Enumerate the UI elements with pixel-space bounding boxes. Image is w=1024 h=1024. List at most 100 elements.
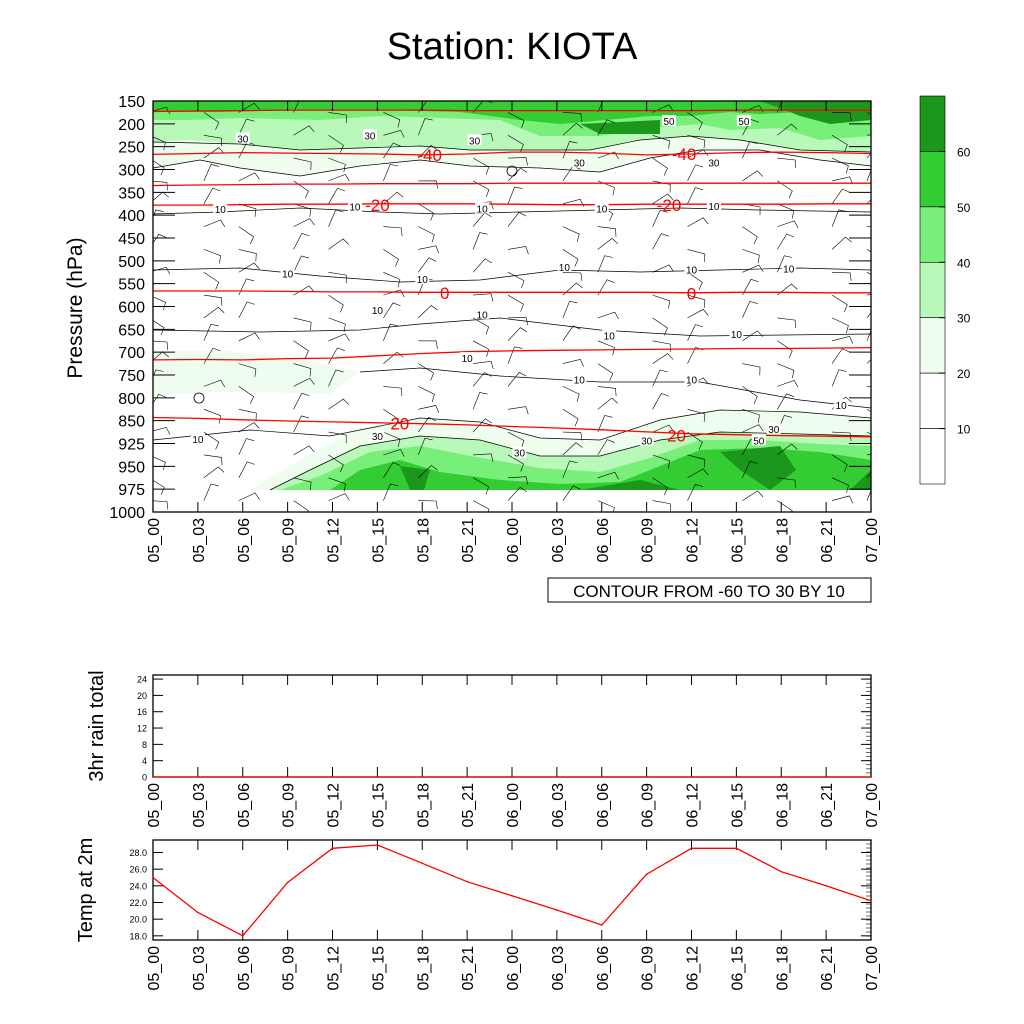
wind-barb: [238, 249, 257, 262]
humidity-contour-label: 10: [192, 435, 204, 446]
pressure-tick-label: 150: [118, 94, 145, 111]
temp2m-point: [286, 881, 289, 884]
fill-upper-60b: [760, 101, 871, 124]
wind-barb: [418, 305, 438, 319]
humidity-contour-label-bg: [684, 373, 699, 385]
humidity-contour-label-bg: [557, 260, 572, 272]
wind-barb: [777, 255, 793, 273]
wind-barb: [418, 118, 433, 136]
wind-barb: [203, 431, 220, 450]
humidity-contour-label: 10: [783, 265, 795, 276]
temp2m-time-label: 06_00: [505, 946, 522, 991]
wind-barb: [153, 191, 170, 201]
humidity-contour-label-bg: [706, 156, 721, 168]
humidity-contour-label-bg: [347, 200, 362, 212]
wind-barb: [742, 226, 758, 245]
wind-barb: [293, 218, 315, 227]
wind-barb: [383, 449, 405, 457]
wind-barb: [597, 255, 613, 273]
humidity-contour-label-bg: [572, 373, 587, 385]
wind-barb: [238, 278, 255, 296]
humidity-contour-label-bg: [736, 115, 751, 127]
pressure-axis-label: Pressure (hPa): [64, 237, 87, 378]
wind-barb: [507, 246, 529, 255]
cross-section-time-label: 06_06: [595, 518, 612, 563]
wind-barb: [652, 294, 671, 309]
fill-lower-60b: [720, 446, 796, 490]
humidity-contour-label: 50: [738, 117, 750, 128]
humidity-contour-label: 10: [282, 270, 294, 281]
wind-barb: [742, 119, 759, 136]
wind-barb: [652, 424, 674, 433]
colorbar-segment: [919, 261, 946, 319]
humidity-contour-label: 30: [514, 449, 526, 460]
wind-barb: [597, 151, 619, 160]
temp2m-ytick-label: 20.0: [129, 915, 147, 925]
humidity-contour-label-bg: [766, 422, 781, 434]
wind-barb: [238, 438, 255, 456]
temperature-contour-line: [153, 182, 871, 187]
rain-axes: 05_00 05_03 05_06 05_09 05_12 05_15 05_18 05_21…: [137, 675, 881, 828]
wind-barb: [507, 167, 528, 182]
wind-barb: [507, 431, 525, 449]
temperature-contour-line: [153, 290, 871, 294]
rain-ytick-label: 8: [142, 740, 147, 750]
wind-barb: [383, 483, 399, 501]
wind-barb: [418, 245, 440, 254]
wind-barb: [597, 226, 617, 237]
wind-barb: [652, 264, 674, 273]
wind-barb: [418, 405, 440, 413]
rain-ytick-label: 24: [137, 675, 147, 685]
wind-barb: [687, 308, 709, 319]
temp2m-time-label: 05_06: [236, 946, 253, 991]
wind-barb: [328, 112, 347, 124]
wind-barb: [687, 484, 704, 501]
colorbar-segment: [919, 206, 946, 263]
humidity-contour-label: 10: [477, 310, 489, 321]
cross-section-time-label: 05_03: [191, 518, 208, 563]
temperature-contour-label: -40: [672, 145, 697, 164]
wind-barb: [238, 332, 260, 342]
humidity-contour-label: 30: [708, 159, 720, 170]
temp2m-ytick-label: 28.0: [129, 848, 147, 858]
wind-barb: [293, 255, 310, 273]
wind-barb: [687, 347, 704, 364]
wind-barb: [562, 409, 579, 427]
wind-barb: [473, 293, 494, 302]
wind-barb: [383, 462, 401, 478]
wind-barb: [866, 226, 871, 227]
wind-barb: [238, 492, 260, 501]
cross-section-time-label: 06_21: [819, 518, 836, 563]
temp2m-point: [421, 862, 424, 865]
temp2m-point: [152, 876, 154, 879]
wind-barb: [687, 164, 704, 182]
wind-barb: [742, 386, 758, 404]
pressure-tick-label: 700: [118, 345, 145, 362]
wind-barb: [293, 285, 315, 296]
fill-upper-60a: [580, 120, 660, 134]
pressure-tick-label: 250: [118, 140, 145, 157]
temperature-contour-label: -40: [417, 146, 442, 165]
wind-barb: [203, 272, 220, 290]
fill-lower-60d: [850, 470, 871, 490]
rain-time-label: 07_00: [864, 783, 881, 828]
wind-barb: [831, 348, 850, 364]
humidity-contour-label: 10: [604, 331, 616, 342]
wind-barb: [866, 249, 871, 253]
wind-barb: [238, 226, 254, 245]
humidity-contour-label: 30: [469, 136, 481, 147]
cross-section-time-label: 05_21: [460, 518, 477, 563]
rain-time-label: 05_00: [146, 783, 163, 828]
wind-barb: [238, 386, 254, 404]
pressure-tick-label: 1000: [109, 505, 145, 522]
temp2m-time-label: 05_09: [281, 946, 298, 991]
humidity-contour-label: 30: [372, 432, 384, 443]
temp2m-series: [152, 844, 872, 937]
wind-barb: [777, 477, 796, 489]
wind-barb: [652, 340, 671, 353]
rain-time-label: 05_18: [415, 783, 432, 828]
wind-barb: [652, 193, 674, 205]
wind-barb: [831, 294, 848, 313]
wind-barb: [687, 112, 703, 131]
humidity-contour-label-bg: [751, 434, 766, 446]
